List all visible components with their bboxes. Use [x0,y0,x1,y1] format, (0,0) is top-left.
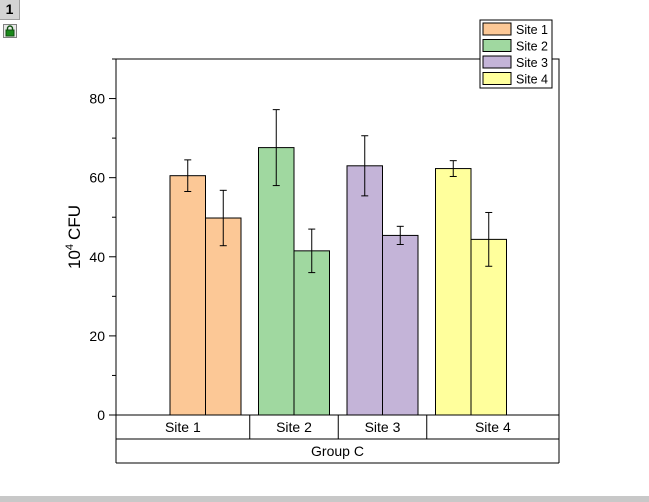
lock-icon[interactable] [3,24,17,38]
legend-label: Site 2 [516,40,548,54]
x-category-axis: Site 1 Site 2 Site 3 Site 4 Group C [115,415,560,464]
bar [382,234,419,416]
bottom-scrollbar[interactable] [0,496,649,502]
x-group-label: Group C [311,443,364,459]
legend-swatch [482,22,512,36]
bar [169,175,206,416]
bar [346,165,383,416]
y-tick-label: 60 [89,170,105,186]
legend-swatch [482,72,512,85]
y-tick-label: 40 [89,249,105,265]
y-axis-label: 104 CFU [64,205,84,269]
lock-icon-shackle [6,25,14,30]
y-tick-label: 0 [97,407,105,423]
bars [169,147,507,416]
legend-swatch [482,55,512,69]
x-tick-label: Site 3 [365,419,401,435]
legend-label: Site 3 [516,56,548,70]
lock-icon-body [5,29,15,37]
legend-label: Site 4 [516,73,548,87]
y-axis: 0 20 40 60 80 [89,58,116,423]
bar [293,250,330,416]
bar [258,147,295,416]
y-axis-label-prefix: 10 [65,250,84,269]
y-axis-label-exponent: 4 [64,244,76,250]
error-bars [184,109,493,274]
x-tick-label: Site 1 [165,419,201,435]
y-axis-label-unit: CFU [65,205,84,240]
bar [470,238,507,416]
y-tick-label: 80 [89,91,105,107]
legend-label: Site 1 [516,23,548,37]
y-tick-label: 20 [89,328,105,344]
page-tab-1[interactable]: 1 [0,0,20,20]
legend-swatch [482,39,512,52]
x-tick-label: Site 2 [276,419,312,435]
x-tick-label: Site 4 [475,419,511,435]
bar [205,217,242,416]
legend[interactable]: Site 1 Site 2 Site 3 Site 4 [479,19,553,89]
bar [435,168,472,416]
